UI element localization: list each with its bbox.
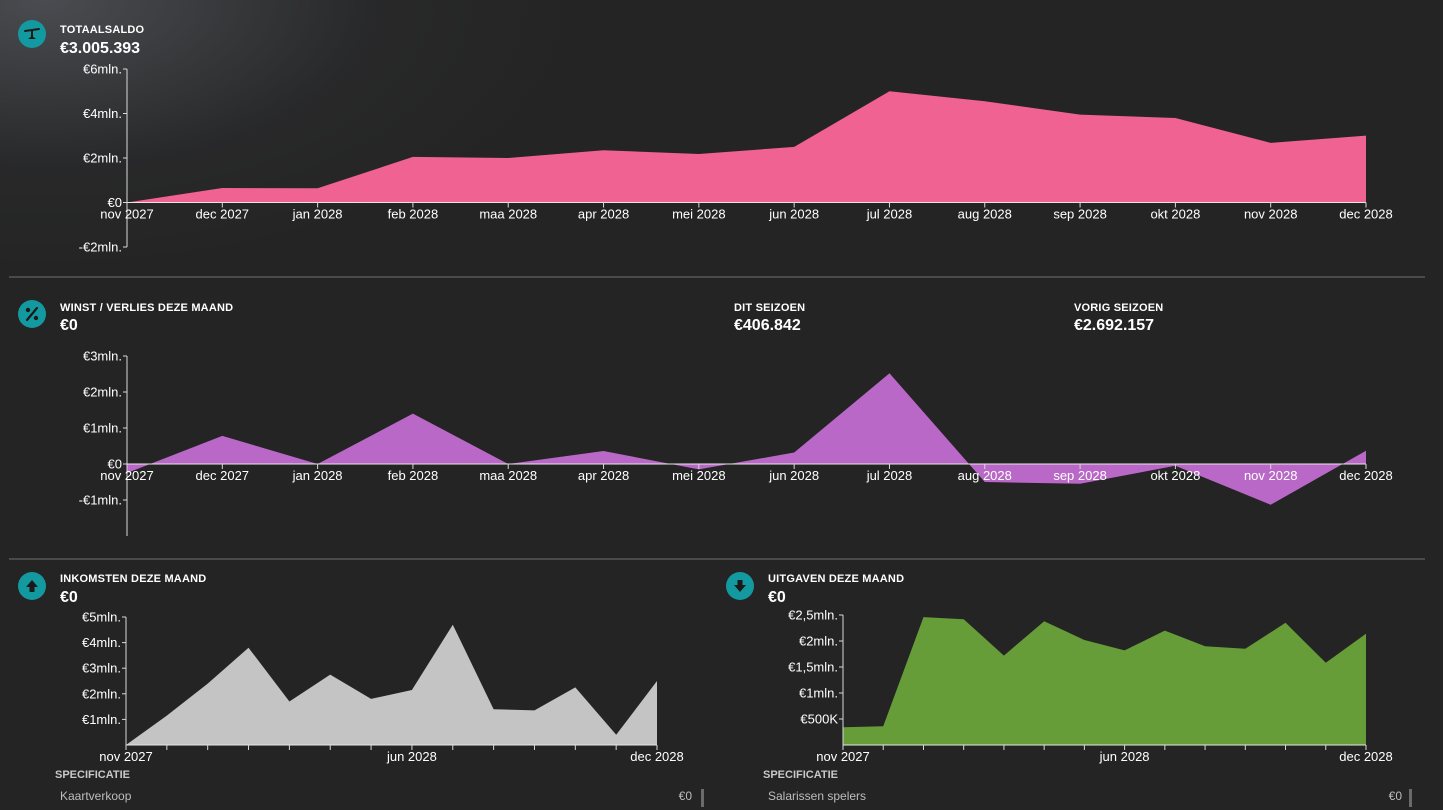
season-value: €406.842 — [734, 317, 801, 334]
profit-x-tick-label: sep 2028 — [1053, 468, 1107, 483]
percent-icon — [18, 300, 46, 328]
balance-x-tick-label: sep 2028 — [1053, 207, 1107, 222]
profit-x-tick-label: aug 2028 — [958, 468, 1012, 483]
balance-x-tick-label: nov 2027 — [100, 207, 154, 222]
balance-x-tick-label: apr 2028 — [578, 207, 629, 222]
profit-x-tick-label: maa 2028 — [479, 468, 537, 483]
income-spec-scrollbar[interactable] — [701, 789, 704, 807]
profit-x-tick-label: dec 2027 — [196, 468, 250, 483]
balance-y-tick-label: -€2mln. — [79, 240, 122, 255]
profit-y-tick-label: -€1mln. — [79, 493, 122, 508]
expenses-label: UITGAVEN DEZE MAAND — [768, 573, 905, 585]
expenses-y-tick-label: €500K — [800, 712, 838, 727]
income-spec-row-name: Kaartverkoop — [60, 789, 132, 803]
balance-x-tick-label: nov 2028 — [1244, 207, 1298, 222]
balance-y-tick-label: €2mln. — [83, 151, 122, 166]
balance-y-tick-label: €0 — [108, 195, 122, 210]
income-spec-row-value: €0 — [678, 789, 692, 803]
balance-x-tick-label: jul 2028 — [866, 207, 913, 222]
balance-x-tick-label: jan 2028 — [292, 207, 343, 222]
income-spec-label: SPECIFICATIE — [55, 769, 130, 781]
profit-y-tick-label: €3mln. — [83, 349, 122, 364]
income-y-tick-label: €5mln. — [82, 610, 121, 625]
expenses-spec-scrollbar[interactable] — [1409, 789, 1412, 807]
expenses-y-tick-label: €1mln. — [799, 686, 838, 701]
profit-area — [127, 373, 1366, 505]
expenses-y-tick-label: €2,5mln. — [788, 608, 838, 623]
profit-x-tick-label: okt 2028 — [1150, 468, 1200, 483]
balance-x-tick-label: jun 2028 — [768, 207, 819, 222]
arrow-down-icon — [726, 572, 754, 600]
balance-y-tick-label: €6mln. — [83, 62, 122, 77]
income-x-tick-label: nov 2027 — [99, 749, 153, 764]
income-x-tick-label: dec 2028 — [630, 749, 684, 764]
profit-y-tick-label: €0 — [108, 457, 122, 472]
income-x-tick-label: jun 2028 — [386, 749, 437, 764]
profit-chart: €3mln. €2mln. €1mln. €0 -€1mln. nov 2027 dec 2… — [79, 349, 1393, 536]
balance-x-tick-label: dec 2027 — [196, 207, 250, 222]
expenses-x-tick-label: dec 2028 — [1339, 749, 1393, 764]
profit-x-tick-label: apr 2028 — [578, 468, 629, 483]
profit-x-tick-label: jul 2028 — [866, 468, 913, 483]
profit-x-tick-label: feb 2028 — [388, 468, 439, 483]
prev-season-label: VORIG SEIZOEN — [1074, 302, 1164, 314]
profit-label: WINST / VERLIES DEZE MAAND — [60, 302, 234, 314]
balance-x-tick-label: feb 2028 — [388, 207, 439, 222]
season-label: DIT SEIZOEN — [734, 302, 806, 314]
profit-x-tick-label: nov 2027 — [100, 468, 154, 483]
balance-value: €3.005.393 — [60, 40, 141, 57]
income-y-tick-label: €4mln. — [82, 635, 121, 650]
profit-x-tick-label: mei 2028 — [672, 468, 725, 483]
profit-x-tick-label: dec 2028 — [1339, 468, 1393, 483]
expenses-spec-row-name: Salarissen spelers — [768, 789, 867, 803]
expenses-y-tick-label: €1,5mln. — [788, 660, 838, 675]
expenses-y-tick-label: €2mln. — [799, 634, 838, 649]
balance-label: TOTAALSALDO — [60, 24, 145, 36]
profit-y-tick-label: €1mln. — [83, 421, 122, 436]
expenses-spec-label: SPECIFICATIE — [763, 769, 838, 781]
balance-x-tick-label: aug 2028 — [958, 207, 1012, 222]
balance-chart: €6mln. €4mln. €2mln. €0 -€2mln. nov 2027 dec 2… — [79, 62, 1393, 255]
profit-x-tick-label: jan 2028 — [292, 468, 343, 483]
balance-x-tick-label: mei 2028 — [672, 207, 725, 222]
arrow-up-icon — [18, 572, 46, 600]
income-plot: €5mln. €4mln. €3mln. €2mln. €1mln. nov 2027 ju… — [82, 610, 684, 765]
expenses-value: €0 — [768, 589, 786, 606]
expenses-area — [843, 617, 1366, 745]
income-y-tick-label: €1mln. — [82, 712, 121, 727]
balance-x-tick-label: okt 2028 — [1150, 207, 1200, 222]
income-area — [126, 624, 657, 745]
section-divider — [9, 558, 1425, 560]
balance-scale-icon — [18, 20, 46, 48]
income-label: INKOMSTEN DEZE MAAND — [60, 573, 207, 585]
balance-plot: €6mln. €4mln. €2mln. €0 -€2mln. nov 2027 dec 2… — [79, 62, 1393, 255]
income-value: €0 — [60, 589, 78, 606]
balance-area — [127, 91, 1366, 203]
expenses-x-tick-label: nov 2027 — [816, 749, 870, 764]
income-y-tick-label: €3mln. — [82, 661, 121, 676]
expenses-spec-row-value: €0 — [1388, 789, 1402, 803]
section-divider — [9, 276, 1425, 278]
prev-season-value: €2.692.157 — [1074, 317, 1155, 334]
income-y-tick-label: €2mln. — [82, 686, 121, 701]
expenses-plot: €2,5mln. €2mln. €1,5mln. €1mln. €500K nov 202… — [788, 608, 1393, 765]
profit-plot: €3mln. €2mln. €1mln. €0 -€1mln. nov 2027 dec 2… — [79, 349, 1393, 536]
profit-y-tick-label: €2mln. — [83, 385, 122, 400]
balance-x-tick-label: maa 2028 — [479, 207, 537, 222]
profit-value: €0 — [60, 317, 78, 334]
profit-x-tick-label: jun 2028 — [768, 468, 819, 483]
profit-x-tick-label: nov 2028 — [1244, 468, 1298, 483]
balance-x-tick-label: dec 2028 — [1339, 207, 1393, 222]
balance-y-tick-label: €4mln. — [83, 106, 122, 121]
expenses-x-tick-label: jun 2028 — [1099, 749, 1150, 764]
